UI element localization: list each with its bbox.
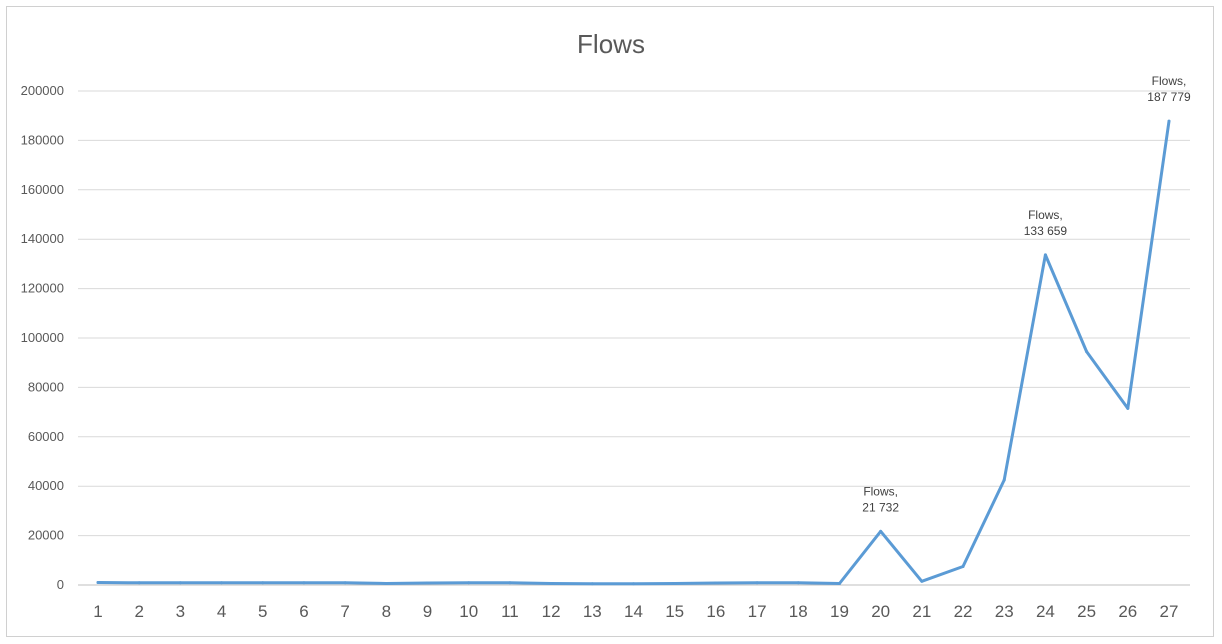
gridlines bbox=[78, 90, 1190, 586]
x-tick-label: 27 bbox=[1160, 602, 1179, 621]
chart-frame bbox=[6, 6, 1214, 637]
data-point bbox=[96, 581, 100, 585]
x-tick-label: 6 bbox=[299, 602, 308, 621]
x-tick-label: 15 bbox=[665, 602, 684, 621]
data-point bbox=[1002, 478, 1006, 482]
x-tick-label: 8 bbox=[382, 602, 391, 621]
x-tick-label: 22 bbox=[954, 602, 973, 621]
data-label-value: 187 779 bbox=[1147, 90, 1191, 104]
data-point bbox=[261, 581, 265, 585]
data-point bbox=[467, 581, 471, 585]
data-label-series-name: Flows, bbox=[1152, 74, 1187, 88]
x-tick-label: 2 bbox=[134, 602, 143, 621]
data-point bbox=[1085, 350, 1089, 354]
data-point bbox=[590, 582, 594, 586]
x-tick-label: 4 bbox=[217, 602, 226, 621]
y-tick-label: 180000 bbox=[21, 132, 64, 147]
x-tick-label: 12 bbox=[542, 602, 561, 621]
y-tick-label: 60000 bbox=[28, 429, 64, 444]
data-point bbox=[1126, 406, 1130, 410]
data-label: Flows, 187 779 bbox=[1147, 74, 1191, 104]
chart-title: Flows bbox=[577, 29, 645, 59]
data-point bbox=[384, 582, 388, 586]
data-point bbox=[1043, 253, 1047, 257]
x-tick-label: 21 bbox=[912, 602, 931, 621]
x-tick-label: 19 bbox=[830, 602, 849, 621]
y-tick-label: 160000 bbox=[21, 182, 64, 197]
data-label-value: 133 659 bbox=[1024, 224, 1068, 238]
x-tick-label: 10 bbox=[459, 602, 478, 621]
data-label-series-name: Flows, bbox=[863, 484, 898, 498]
x-tick-label: 26 bbox=[1118, 602, 1137, 621]
data-point bbox=[137, 581, 141, 585]
x-tick-label: 5 bbox=[258, 602, 267, 621]
data-label-series-name: Flows, bbox=[1028, 208, 1063, 222]
data-point bbox=[796, 581, 800, 585]
series-line bbox=[96, 119, 1171, 586]
x-tick-label: 14 bbox=[624, 602, 643, 621]
x-tick-label: 11 bbox=[501, 602, 519, 621]
data-point bbox=[220, 581, 224, 585]
y-tick-label: 20000 bbox=[28, 528, 64, 543]
x-tick-label: 18 bbox=[789, 602, 808, 621]
x-tick-label: 3 bbox=[176, 602, 185, 621]
data-point bbox=[343, 581, 347, 585]
data-point bbox=[178, 581, 182, 585]
data-point bbox=[632, 582, 635, 586]
data-point bbox=[714, 581, 718, 585]
data-label-value: 21 732 bbox=[862, 500, 899, 514]
y-tick-label: 140000 bbox=[21, 231, 64, 246]
y-axis-tick-labels: 0 20000 40000 60000 80000 100000 120000 140000 1… bbox=[21, 83, 64, 592]
x-tick-label: 23 bbox=[995, 602, 1014, 621]
data-point bbox=[879, 529, 883, 533]
data-labels: Flows, 21 732 Flows, 133 659 Flows, 187 779 bbox=[862, 74, 1191, 514]
y-tick-label: 80000 bbox=[28, 379, 64, 394]
x-tick-label: 13 bbox=[583, 602, 602, 621]
x-tick-label: 25 bbox=[1077, 602, 1096, 621]
y-tick-label: 120000 bbox=[21, 281, 64, 296]
y-tick-label: 0 bbox=[57, 577, 64, 592]
data-point bbox=[837, 582, 841, 586]
data-point bbox=[549, 582, 553, 586]
data-point bbox=[302, 581, 306, 585]
x-tick-label: 7 bbox=[340, 602, 349, 621]
x-tick-label: 16 bbox=[706, 602, 725, 621]
x-axis-tick-labels: 1 2 3 4 5 6 7 8 9 10 11 12 13 14 15 16 17 18 19 20 21 22 23 24 2… bbox=[93, 602, 1178, 621]
data-point bbox=[1167, 119, 1171, 123]
y-tick-label: 200000 bbox=[21, 83, 64, 98]
x-tick-label: 17 bbox=[748, 602, 767, 621]
x-tick-label: 1 bbox=[93, 602, 102, 621]
data-point bbox=[673, 582, 677, 586]
data-label: Flows, 133 659 bbox=[1024, 208, 1068, 238]
data-point bbox=[755, 581, 759, 585]
data-point bbox=[426, 581, 430, 585]
series-layer bbox=[96, 119, 1171, 586]
x-tick-label: 20 bbox=[871, 602, 890, 621]
data-label: Flows, 21 732 bbox=[862, 484, 899, 514]
x-tick-label: 24 bbox=[1036, 602, 1055, 621]
data-point bbox=[961, 564, 965, 568]
y-tick-label: 100000 bbox=[21, 330, 64, 345]
data-point bbox=[920, 579, 924, 583]
data-point bbox=[508, 581, 512, 585]
y-tick-label: 40000 bbox=[28, 478, 64, 493]
x-tick-label: 9 bbox=[423, 602, 432, 621]
